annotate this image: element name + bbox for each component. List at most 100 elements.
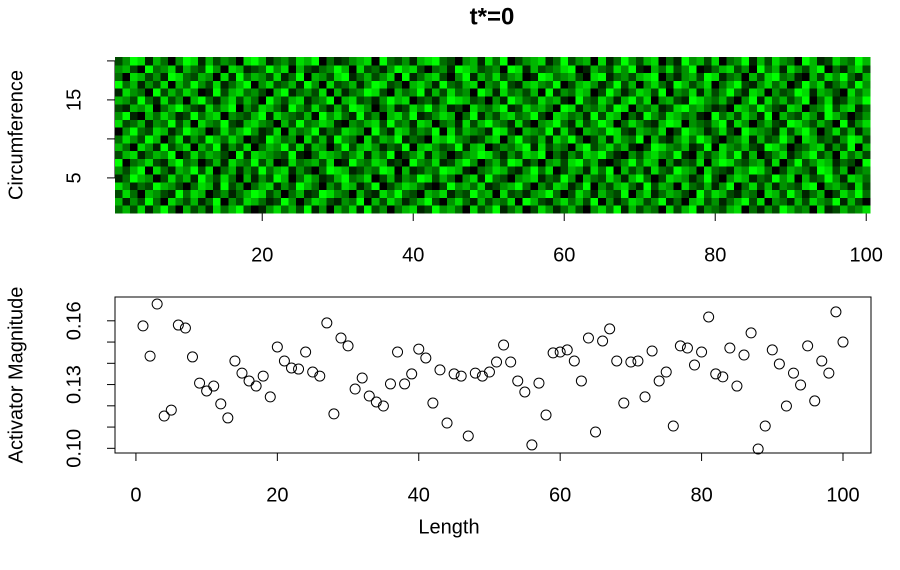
heat-cell: [605, 142, 614, 152]
heat-cell: [311, 150, 320, 159]
heat-cell: [598, 142, 607, 152]
heat-cell: [605, 150, 614, 159]
heat-cell: [802, 127, 811, 136]
heat-cell: [311, 189, 320, 198]
heat-cell: [379, 166, 388, 175]
heat-cell: [364, 64, 373, 74]
heat-cell: [635, 158, 644, 167]
heat-cell: [288, 142, 297, 152]
heat-cell: [484, 197, 493, 206]
heat-cell: [545, 72, 554, 81]
heat-cell: [190, 181, 199, 191]
heat-cell: [198, 142, 207, 152]
heat-cell: [439, 88, 448, 97]
heat-cell: [809, 103, 818, 113]
heat-cell: [832, 80, 841, 89]
heat-cell: [635, 135, 644, 144]
heat-cell: [432, 64, 441, 74]
heat-cell: [756, 72, 765, 81]
heat-cell: [635, 127, 644, 136]
heat-cell: [115, 127, 124, 136]
heat-cell: [847, 96, 856, 105]
heat-cell: [477, 158, 486, 167]
heat-cell: [726, 197, 735, 206]
heat-cell: [749, 72, 758, 81]
heat-cell: [749, 197, 758, 206]
heat-cell: [243, 127, 252, 136]
heat-cell: [341, 135, 350, 144]
point: [632, 355, 644, 367]
heat-cell: [182, 111, 191, 120]
heat-cell: [854, 166, 863, 175]
heat-cell: [417, 197, 426, 206]
heat-cell: [409, 72, 418, 81]
heat-cell: [145, 72, 154, 81]
heat-cell: [213, 96, 222, 105]
heat-cell: [220, 166, 229, 175]
heat-cell: [545, 64, 554, 74]
heat-cell: [303, 150, 312, 159]
heat-cell: [296, 158, 305, 167]
heat-cell: [734, 174, 743, 183]
heat-cell: [296, 64, 305, 74]
point: [349, 383, 361, 395]
heat-cell: [537, 166, 546, 175]
heat-cell: [764, 197, 773, 206]
heat-cell: [824, 57, 833, 66]
heat-cell: [349, 189, 358, 198]
heat-cell: [568, 88, 577, 97]
heat-cell: [198, 57, 207, 66]
heat-cell: [605, 119, 614, 128]
heat-cell: [605, 111, 614, 120]
heat-cell: [824, 166, 833, 175]
heat-cell: [213, 135, 222, 144]
heat-cell: [462, 166, 471, 175]
heat-cell: [749, 189, 758, 198]
heat-cell: [303, 80, 312, 89]
heat-cell: [817, 96, 826, 105]
heat-cell: [447, 174, 456, 183]
heat-cell: [213, 189, 222, 198]
heat-cell: [726, 205, 735, 214]
heat-cell: [394, 181, 403, 191]
heat-cell: [235, 142, 244, 152]
heat-cell: [220, 197, 229, 206]
heat-cell: [515, 181, 524, 191]
heat-cell: [530, 111, 539, 120]
heat-cell: [356, 103, 365, 113]
heat-cell: [454, 103, 463, 113]
heat-cell: [243, 181, 252, 191]
heat-cell: [719, 88, 728, 97]
heat-cell: [658, 57, 667, 66]
heat-cell: [522, 72, 531, 81]
heat-cell: [703, 189, 712, 198]
heat-cell: [726, 64, 735, 74]
heat-cell: [281, 197, 290, 206]
heat-cell: [681, 142, 690, 152]
heat-cell: [741, 57, 750, 66]
heat-cell: [492, 189, 501, 198]
heat-cell: [719, 197, 728, 206]
heat-cell: [130, 57, 139, 66]
heat-cell: [786, 80, 795, 89]
heat-cell: [832, 158, 841, 167]
heat-cell: [794, 166, 803, 175]
heat-cell: [137, 205, 146, 214]
heat-cell: [545, 111, 554, 120]
heat-cell: [537, 205, 546, 214]
heat-cell: [273, 166, 282, 175]
heat-cell: [386, 88, 395, 97]
heat-cell: [220, 174, 229, 183]
heat-cell: [364, 127, 373, 136]
heat-cell: [568, 174, 577, 183]
heat-cell: [364, 174, 373, 183]
heat-cell: [394, 166, 403, 175]
heat-cell: [613, 181, 622, 191]
heat-cell: [152, 205, 161, 214]
heat-cell: [681, 174, 690, 183]
heat-cell: [371, 72, 380, 81]
heat-cell: [726, 181, 735, 191]
heat-cell: [605, 135, 614, 144]
heat-cell: [854, 197, 863, 206]
heat-cell: [190, 135, 199, 144]
